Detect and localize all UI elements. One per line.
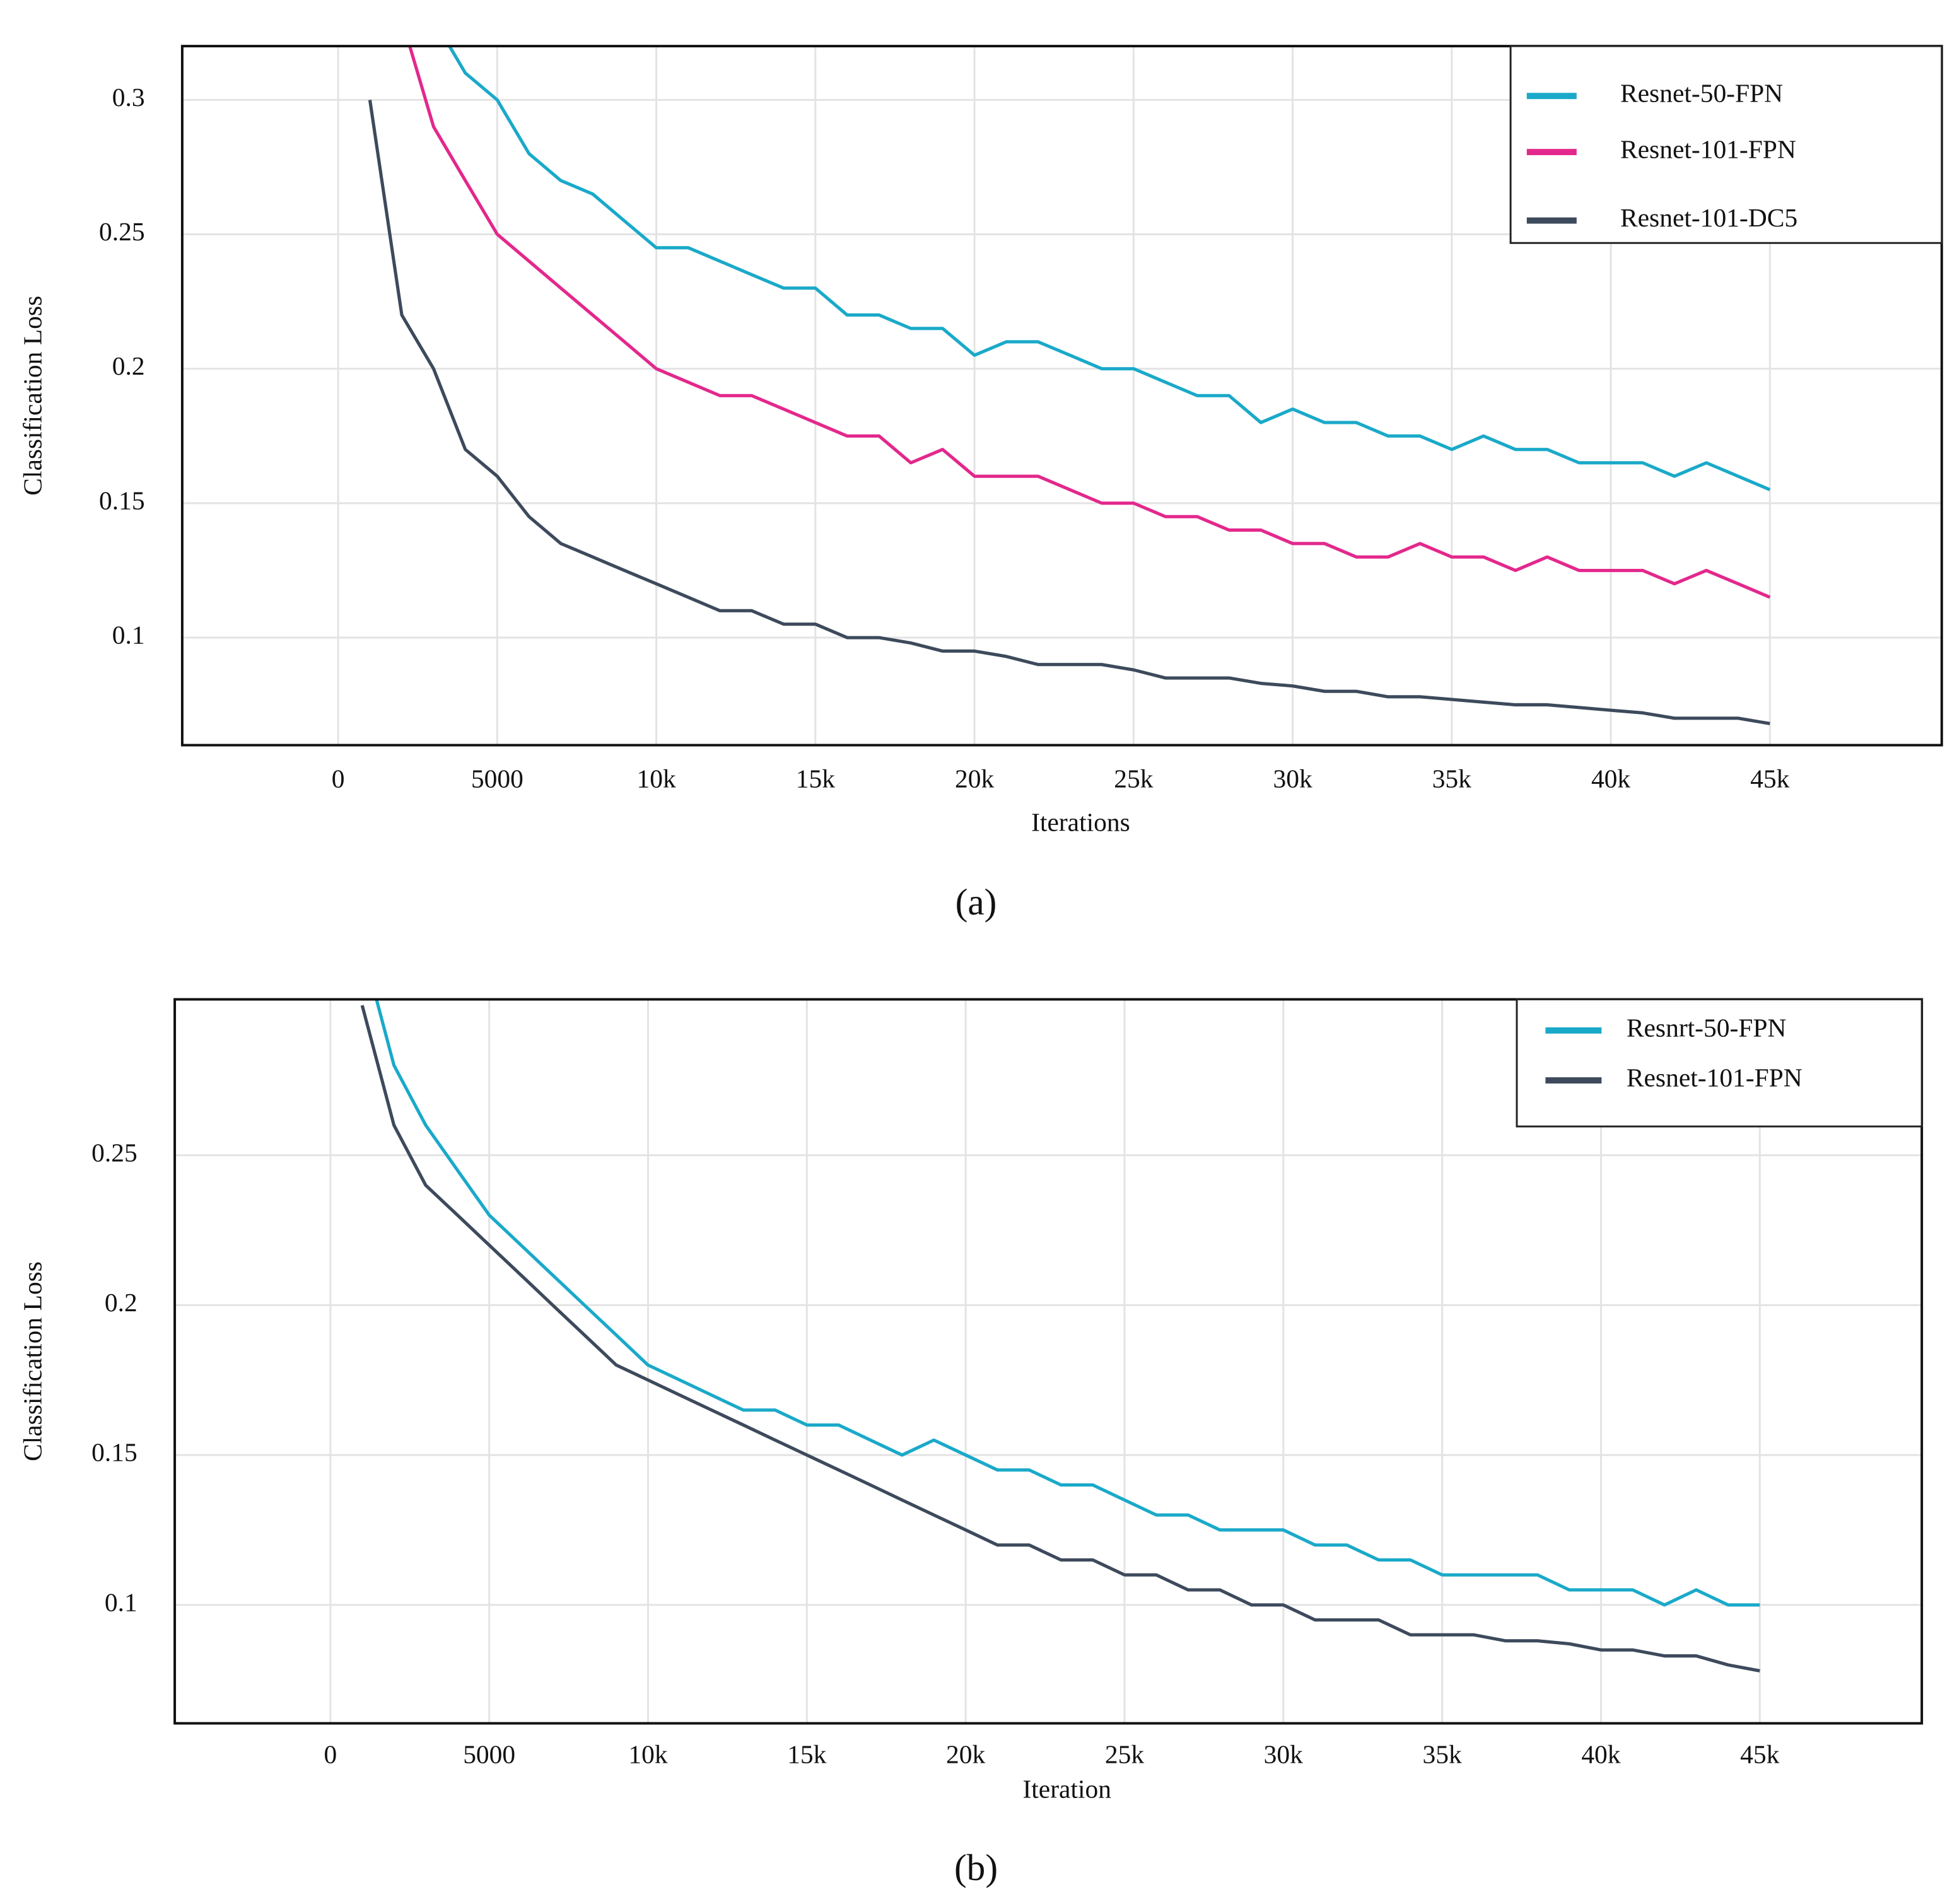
x-tick-label: 5000 <box>471 764 523 793</box>
y-tick-label: 0.2 <box>112 351 145 380</box>
y-axis-label: Classification Loss <box>18 296 47 496</box>
x-tick-label: 20k <box>955 764 994 793</box>
y-tick-label: 0.25 <box>99 217 145 246</box>
caption: (a) <box>956 881 997 923</box>
series-line <box>407 46 1771 599</box>
legend-label: Resnet-101-FPN <box>1627 1063 1803 1092</box>
caption: (b) <box>954 1847 998 1888</box>
legend-label: Resnet-101-DC5 <box>1620 203 1797 232</box>
x-tick-label: 25k <box>1105 1739 1144 1768</box>
x-tick-label: 10k <box>628 1739 667 1768</box>
y-axis-label: Classification Loss <box>18 1261 47 1461</box>
legend-box <box>1509 45 1943 244</box>
x-tick-label: 45k <box>1750 764 1789 793</box>
x-tick-label: 20k <box>946 1739 985 1768</box>
series-line <box>368 100 1770 725</box>
x-tick-label: 35k <box>1432 764 1471 793</box>
x-tick-label: 40k <box>1581 1739 1620 1768</box>
legend-label: Resnet-101-FPN <box>1620 135 1796 164</box>
legend-label: Resnrt-50-FPN <box>1627 1013 1787 1042</box>
x-axis-label: Iterations <box>1031 807 1130 836</box>
legend-box <box>1516 998 1923 1128</box>
y-tick-label: 0.1 <box>112 621 145 650</box>
x-tick-label: 40k <box>1591 764 1630 793</box>
series-line <box>375 999 1760 1607</box>
y-tick-label: 0.2 <box>105 1288 137 1317</box>
y-tick-label: 0.15 <box>91 1438 137 1467</box>
y-tick-label: 0.1 <box>105 1587 137 1616</box>
x-tick-label: 15k <box>796 764 835 793</box>
legend-label: Resnet-50-FPN <box>1620 79 1783 108</box>
x-tick-label: 30k <box>1273 764 1312 793</box>
y-tick-label: 0.3 <box>112 83 145 112</box>
x-tick-label: 10k <box>636 764 675 793</box>
y-tick-label: 0.25 <box>91 1138 137 1167</box>
x-tick-label: 25k <box>1114 764 1153 793</box>
x-tick-label: 0 <box>332 764 345 793</box>
y-tick-label: 0.15 <box>99 486 145 515</box>
x-tick-label: 0 <box>324 1739 337 1768</box>
x-axis-label: Iteration <box>1022 1775 1111 1804</box>
series-line <box>447 46 1771 491</box>
x-tick-label: 5000 <box>463 1739 515 1768</box>
plot-frame <box>173 998 1924 1725</box>
x-tick-label: 15k <box>787 1739 826 1768</box>
x-tick-label: 45k <box>1740 1739 1779 1768</box>
x-tick-label: 35k <box>1422 1739 1461 1768</box>
plot-frame <box>180 45 1943 747</box>
series-line <box>360 1005 1760 1673</box>
x-tick-label: 30k <box>1264 1739 1303 1768</box>
